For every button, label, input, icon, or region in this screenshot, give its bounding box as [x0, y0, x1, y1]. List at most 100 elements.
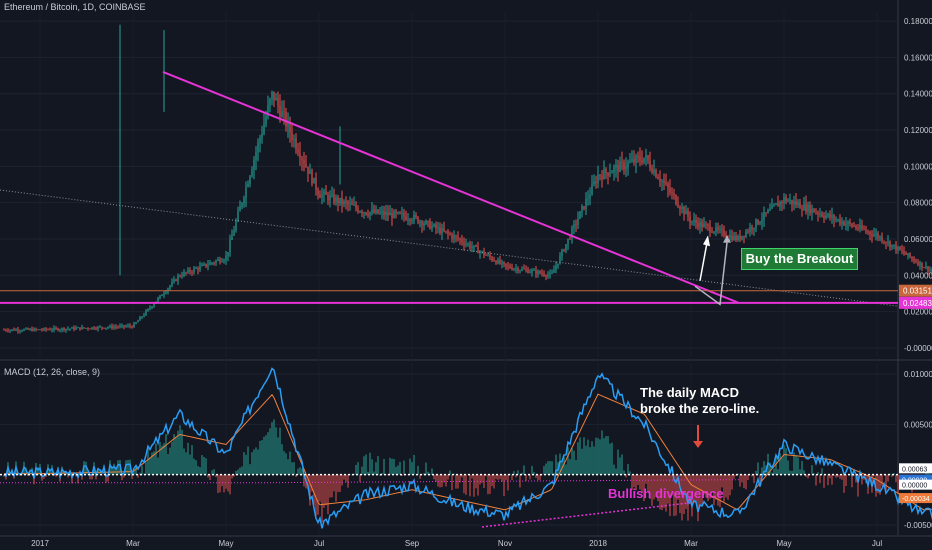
- candle-body: [687, 210, 689, 217]
- histogram-bar: [113, 463, 115, 475]
- candle-body: [153, 303, 155, 307]
- candle-body: [143, 314, 145, 317]
- histogram-bar: [565, 464, 567, 475]
- histogram-bar: [169, 447, 171, 475]
- histogram-bar: [607, 436, 609, 475]
- candle-body: [339, 197, 341, 204]
- candle-body: [311, 170, 313, 184]
- histogram-bar: [761, 467, 763, 475]
- histogram-bar: [751, 474, 753, 477]
- histogram-bar: [153, 451, 155, 475]
- candle-body: [345, 201, 347, 203]
- histogram-bar: [3, 474, 5, 477]
- candle-body: [377, 209, 379, 214]
- candle-body: [713, 231, 715, 233]
- histogram-bar: [609, 443, 611, 475]
- candle-body: [5, 329, 7, 331]
- histogram-bar: [439, 474, 441, 488]
- candle-body: [743, 235, 745, 237]
- candle-body: [493, 260, 495, 262]
- candle-body: [557, 263, 559, 266]
- price-tick-label: 0.16000: [904, 53, 932, 62]
- candle-body: [831, 215, 833, 218]
- candle-body: [829, 213, 831, 218]
- candle-body: [7, 330, 9, 332]
- macd-line: [3, 367, 932, 529]
- candle-body: [413, 214, 415, 221]
- candle-body: [653, 170, 655, 173]
- candle-body: [773, 204, 775, 206]
- histogram-bar: [893, 473, 895, 475]
- histogram-bar: [583, 437, 585, 475]
- candle-body: [585, 198, 587, 209]
- candle-body: [521, 268, 523, 271]
- candle-body: [417, 217, 419, 223]
- histogram-bar: [851, 474, 853, 488]
- histogram-bar: [447, 474, 449, 480]
- histogram-bar: [337, 474, 339, 493]
- histogram-bar: [585, 445, 587, 475]
- candle-body: [441, 228, 443, 234]
- histogram-bar: [497, 474, 499, 480]
- candle-body: [409, 219, 411, 221]
- candle-body: [815, 212, 817, 214]
- candle-body: [869, 231, 871, 235]
- candle-body: [861, 225, 863, 229]
- histogram-bar: [891, 474, 893, 477]
- histogram-bar: [225, 474, 227, 489]
- candle-body: [555, 265, 557, 270]
- candle-body: [129, 325, 131, 327]
- histogram-bar: [325, 474, 327, 506]
- macd-axis[interactable]: 0.010000.00500-0.005000.000630.000290.00…: [899, 370, 932, 530]
- candle-body: [471, 247, 473, 248]
- candle-body: [135, 322, 137, 324]
- histogram-bar: [729, 474, 731, 496]
- histogram-bar: [805, 474, 807, 477]
- price-axis[interactable]: 0.18000 0.16000 0.14000 0.12000 0.10000 0.080…: [899, 17, 932, 353]
- histogram-bar: [803, 470, 805, 475]
- candle-body: [779, 201, 781, 207]
- histogram-bar: [555, 454, 557, 475]
- candle-body: [21, 330, 23, 332]
- histogram-bar: [709, 474, 711, 499]
- signal-line: [4, 393, 932, 511]
- histogram-bar: [449, 470, 451, 475]
- histogram-bar: [775, 456, 777, 475]
- candle-body: [657, 177, 659, 179]
- price-badge: [899, 284, 932, 297]
- histogram-bar: [273, 419, 275, 475]
- candle-body: [183, 272, 185, 276]
- macd-indicator-label[interactable]: MACD (12, 26, close, 9): [4, 367, 101, 377]
- candle-body: [639, 156, 641, 161]
- price-tick-label: 0.02000: [904, 308, 932, 317]
- candle-body: [237, 211, 239, 222]
- histogram-bar: [107, 474, 109, 482]
- histogram-bar: [501, 474, 503, 482]
- candle-body: [89, 328, 91, 330]
- candle-body: [801, 208, 803, 211]
- histogram-bar: [687, 474, 689, 521]
- time-axis[interactable]: 2017MarMayJulSepNov2018MarMayJulSepNov20…: [31, 539, 932, 548]
- candle-body: [433, 224, 435, 226]
- candle-body: [607, 172, 609, 176]
- histogram-bar: [389, 457, 391, 475]
- candle-body: [121, 325, 123, 327]
- candle-body: [179, 275, 181, 277]
- histogram-bar: [571, 447, 573, 475]
- candle-body: [59, 329, 61, 331]
- time-tick-label: Mar: [684, 539, 698, 548]
- candle-body: [581, 206, 583, 212]
- candle-body: [539, 271, 541, 274]
- histogram-bar: [255, 447, 257, 475]
- price-tick-label: 0.14000: [904, 90, 932, 99]
- histogram-bar: [139, 472, 141, 475]
- candle-body: [811, 208, 813, 214]
- candle-body: [757, 219, 759, 224]
- time-tick-label: Jul: [872, 539, 882, 548]
- histogram-bar: [261, 440, 263, 475]
- histogram-bar: [633, 474, 635, 488]
- price-badge: [899, 296, 932, 309]
- candle-body: [681, 207, 683, 210]
- histogram-bar: [873, 474, 875, 477]
